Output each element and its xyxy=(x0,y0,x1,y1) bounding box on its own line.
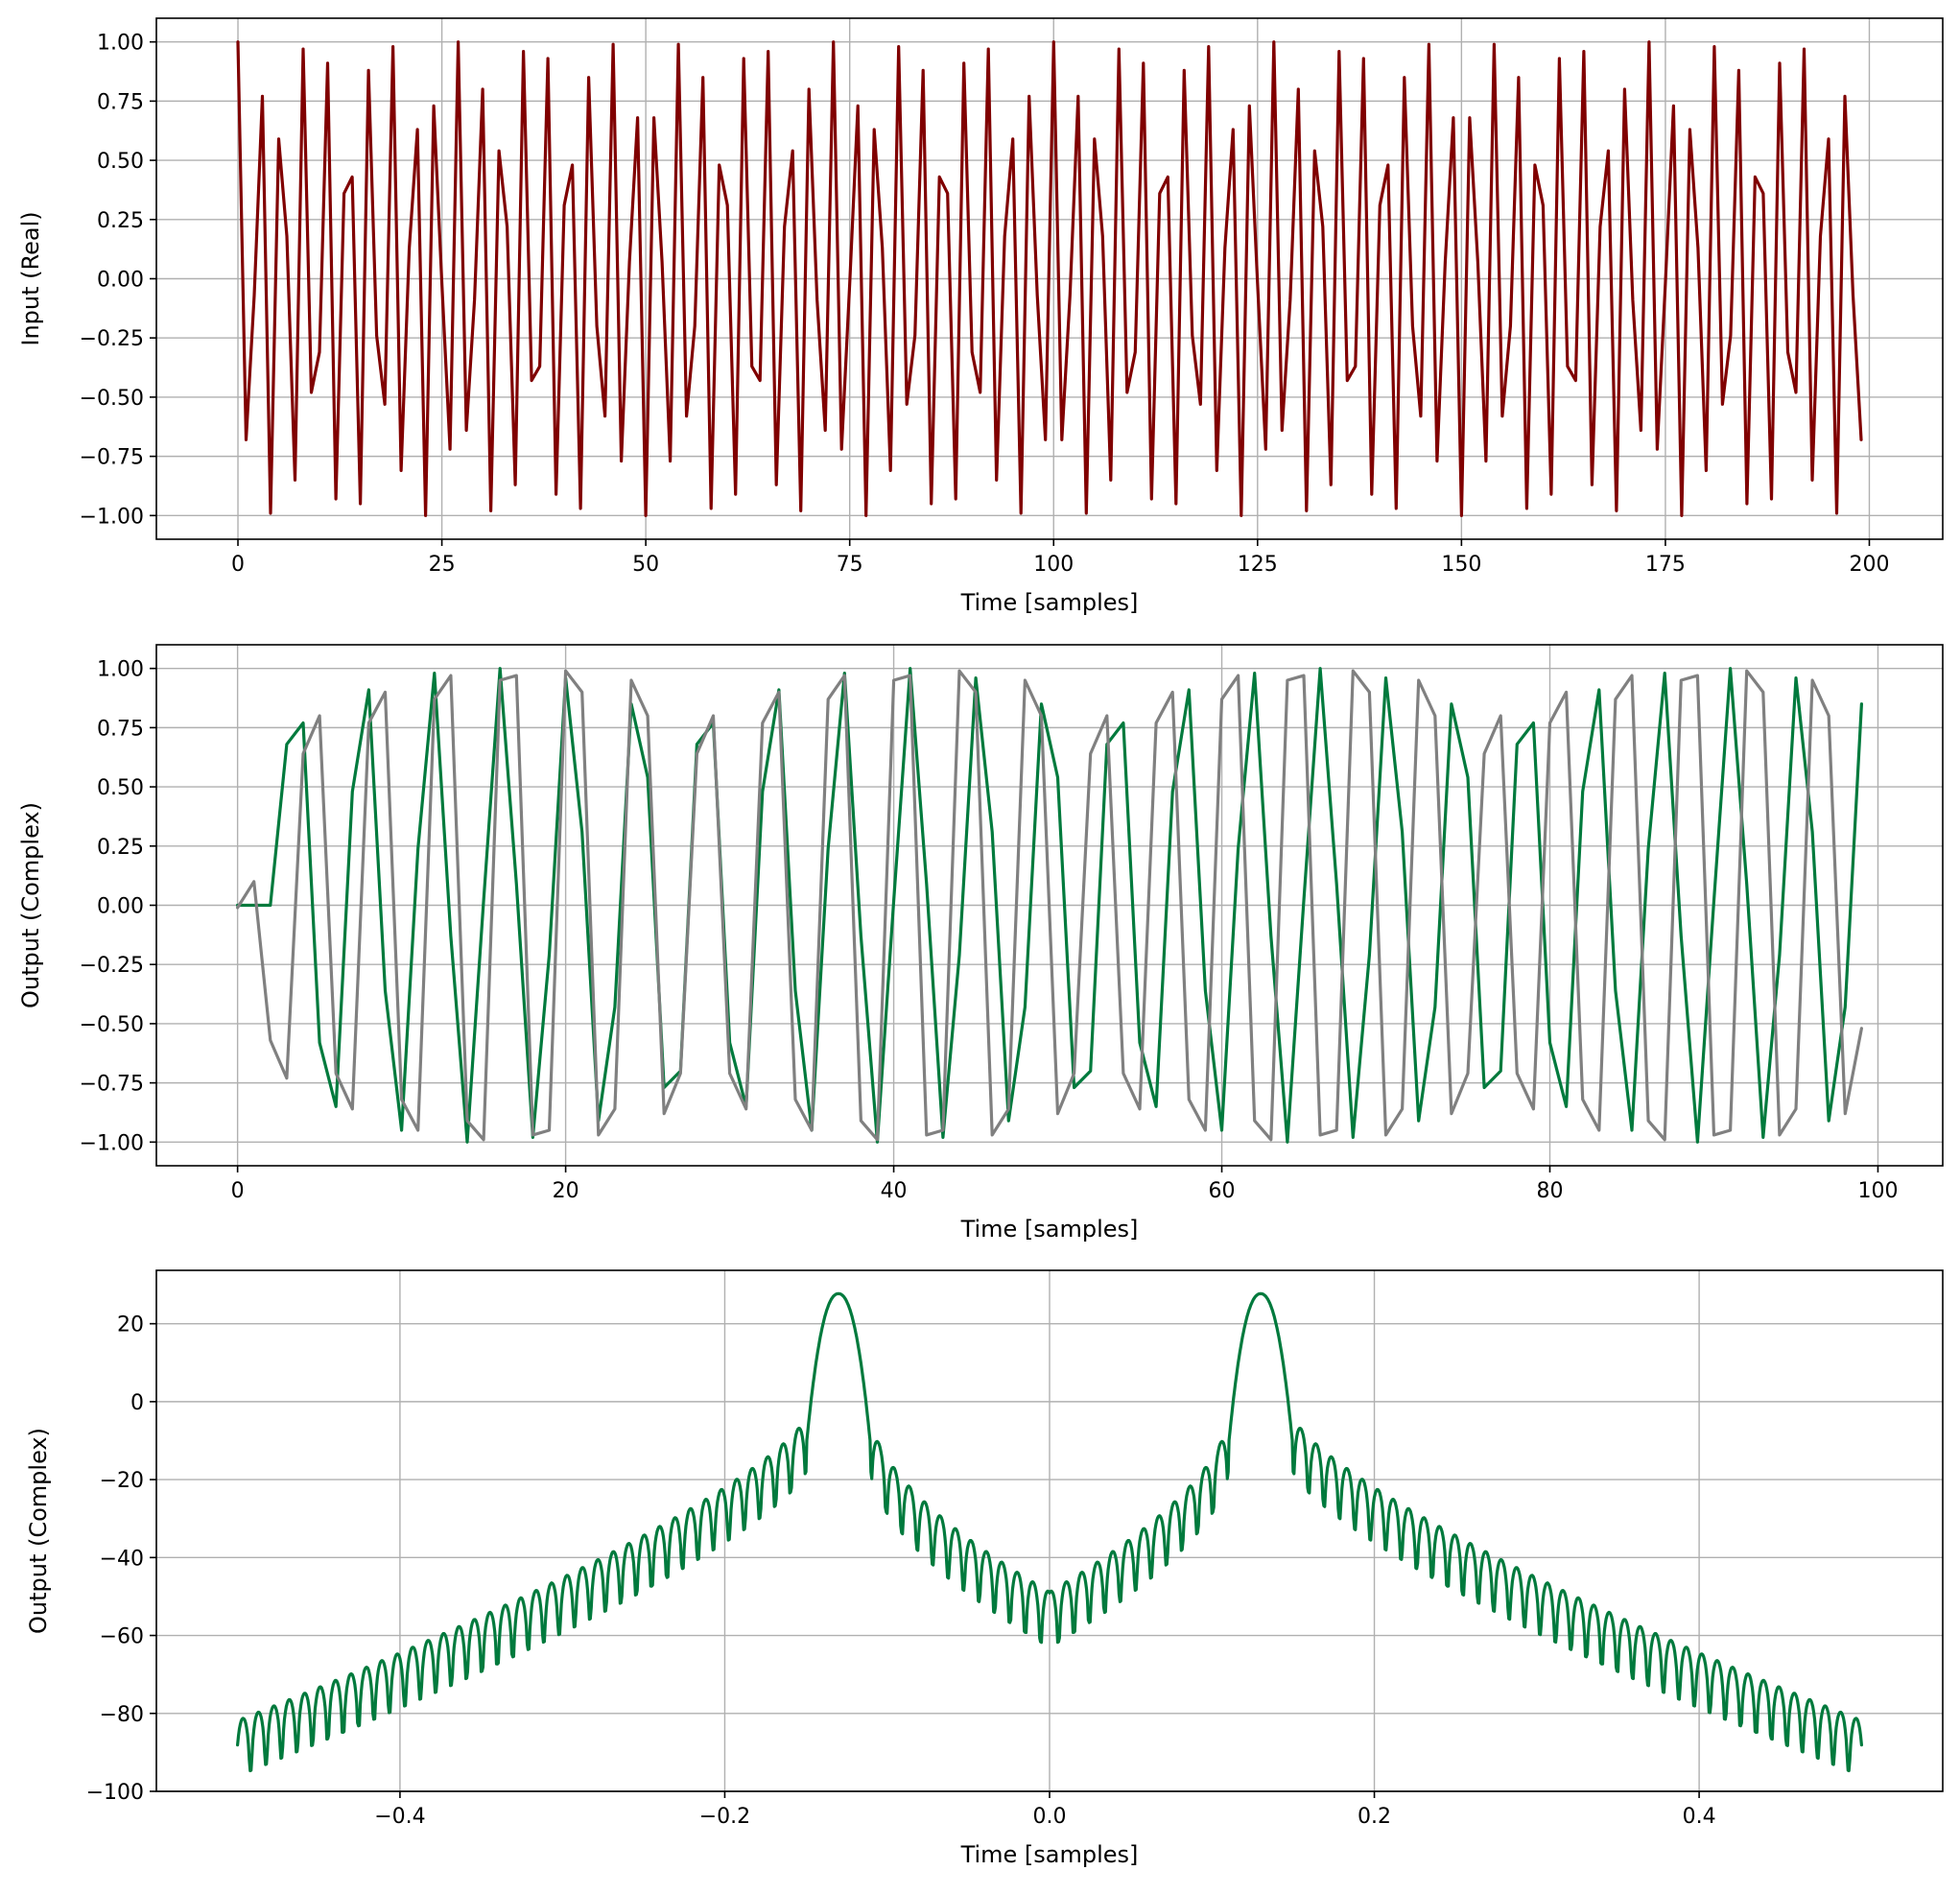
x-tick-label: 125 xyxy=(1238,553,1278,577)
y-tick-label: 0.50 xyxy=(97,776,144,800)
grid xyxy=(156,1270,1943,1792)
x-tick-label: 0.2 xyxy=(1358,1805,1391,1829)
y-axis-label: Output (Complex) xyxy=(17,802,44,1008)
x-tick-label: 175 xyxy=(1645,553,1686,577)
x-tick-label: 0 xyxy=(231,1179,245,1203)
x-tick-label: 60 xyxy=(1209,1179,1236,1203)
x-tick-label: 0.0 xyxy=(1033,1805,1067,1829)
y-tick-label: −1.00 xyxy=(80,1131,144,1155)
y-tick-label: 1.00 xyxy=(97,658,144,682)
series-line-0 xyxy=(236,40,1863,517)
y-tick-label: −80 xyxy=(100,1703,144,1727)
y-tick-label: −0.50 xyxy=(80,1013,144,1037)
y-tick-label: −20 xyxy=(100,1469,144,1493)
series-layer xyxy=(236,667,1864,1144)
x-ticks: 0 25 50 75 100 125 150 175 200 xyxy=(231,539,1889,577)
x-tick-label: 25 xyxy=(429,553,456,577)
y-tick-label: 0.50 xyxy=(97,150,144,174)
y-tick-label: −0.25 xyxy=(80,954,144,978)
y-tick-label: 20 xyxy=(117,1314,144,1338)
y-tick-label: 0.00 xyxy=(97,269,144,293)
x-axis-label: Time [samples] xyxy=(960,589,1139,616)
series-layer xyxy=(236,40,1863,517)
x-ticks: −0.4 −0.2 0.0 0.2 0.4 xyxy=(374,1791,1716,1829)
y-tick-label: 0.75 xyxy=(97,90,144,114)
output-complex-time-panel: 0 20 40 60 80 100 1.00 0.75 0.50 0.25 0.00 −0.25 −0… xyxy=(17,644,1944,1243)
x-tick-label: 75 xyxy=(837,553,863,577)
y-axis-label: Input (Real) xyxy=(17,211,44,345)
y-ticks: 1.00 0.75 0.50 0.25 0.00 −0.25 −0.50 −0.75 −1.00 xyxy=(80,32,156,529)
y-tick-label: 0.25 xyxy=(97,836,144,860)
output-complex-spectrum-panel: −0.4 −0.2 0.0 0.2 0.4 20 0 −20 −40 −60 −80 −100 Ti… xyxy=(25,1269,1944,1868)
x-tick-label: 150 xyxy=(1441,553,1481,577)
x-ticks: 0 20 40 60 80 100 xyxy=(231,1166,1898,1203)
series-line-1 xyxy=(236,669,1864,1142)
y-tick-label: 1.00 xyxy=(97,32,144,56)
y-ticks: 20 0 −20 −40 −60 −80 −100 xyxy=(86,1314,156,1805)
y-tick-label: −60 xyxy=(100,1625,144,1649)
x-tick-label: 50 xyxy=(632,553,659,577)
y-tick-label: −0.75 xyxy=(80,1073,144,1097)
series-line-0 xyxy=(236,667,1864,1144)
x-tick-label: 80 xyxy=(1536,1179,1563,1203)
y-tick-label: −40 xyxy=(100,1547,144,1571)
y-tick-label: −0.50 xyxy=(80,387,144,411)
series-line-0 xyxy=(236,1291,1864,1773)
x-tick-label: 0.4 xyxy=(1683,1805,1716,1829)
x-tick-label: 40 xyxy=(881,1179,908,1203)
series-layer xyxy=(236,1291,1864,1773)
x-tick-label: −0.4 xyxy=(374,1805,425,1829)
x-tick-label: 0 xyxy=(231,553,245,577)
y-tick-label: −1.00 xyxy=(80,505,144,529)
y-tick-label: −100 xyxy=(86,1781,144,1805)
y-tick-label: 0.00 xyxy=(97,895,144,919)
x-tick-label: 100 xyxy=(1857,1179,1898,1203)
y-ticks: 1.00 0.75 0.50 0.25 0.00 −0.25 −0.50 −0.75 −1.00 xyxy=(80,658,156,1155)
y-tick-label: −0.25 xyxy=(80,327,144,351)
x-tick-label: 200 xyxy=(1849,553,1889,577)
y-tick-label: 0.75 xyxy=(97,717,144,741)
x-tick-label: −0.2 xyxy=(699,1805,750,1829)
y-axis-label: Output (Complex) xyxy=(25,1428,52,1634)
input-real-panel: 0 25 50 75 100 125 150 175 200 1.00 0.75 0.50 0.25 0… xyxy=(17,17,1944,616)
y-tick-label: 0 xyxy=(130,1391,144,1415)
x-tick-label: 100 xyxy=(1033,553,1074,577)
x-axis-label: Time [samples] xyxy=(960,1841,1139,1868)
y-tick-label: −0.75 xyxy=(80,446,144,470)
y-tick-label: 0.25 xyxy=(97,209,144,233)
x-tick-label: 20 xyxy=(553,1179,579,1203)
x-axis-label: Time [samples] xyxy=(960,1216,1139,1243)
